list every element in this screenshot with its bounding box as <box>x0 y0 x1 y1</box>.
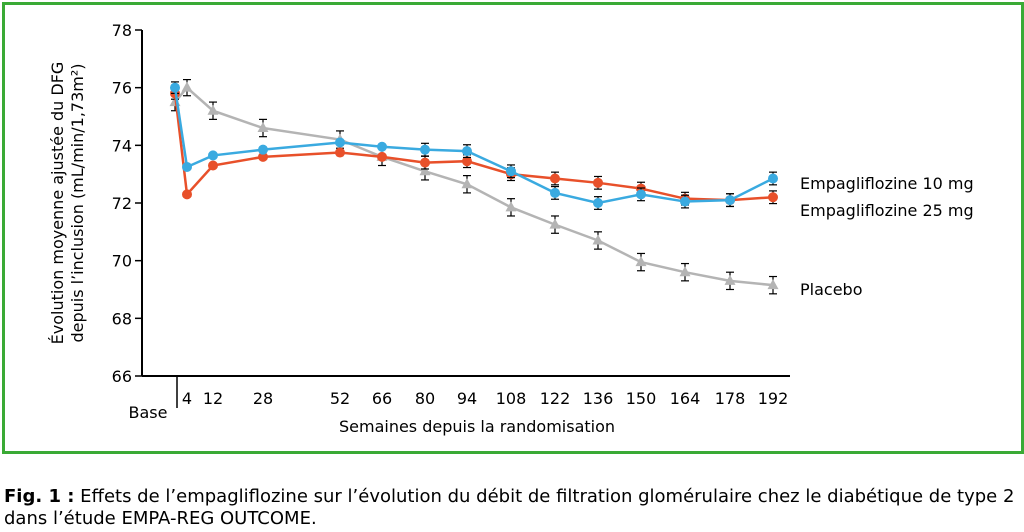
caption-line-1: Fig. 1 : Effets de l’empagliflozine sur … <box>4 486 1024 508</box>
data-point <box>377 141 387 152</box>
x-ticks: 4 12 28 52 66 80 94 108 122 136 150 164 178 192 <box>182 389 788 408</box>
data-point <box>335 137 345 148</box>
efgr-line-chart: 66 68 70 72 74 76 78 4 12 28 52 66 80 94 108 122 136 150… <box>48 21 974 436</box>
data-point <box>506 166 516 177</box>
data-point <box>549 218 561 229</box>
x-tick-label: 28 <box>253 389 273 408</box>
data-point <box>170 82 180 93</box>
y-tick-label: 66 <box>112 367 132 386</box>
data-point <box>680 196 690 207</box>
x-tick-label: 66 <box>372 389 392 408</box>
data-point <box>335 147 345 158</box>
data-point <box>550 173 560 184</box>
x-tick-label: 94 <box>457 389 477 408</box>
data-point <box>182 161 192 172</box>
data-point <box>420 157 430 168</box>
x-tick-label: 52 <box>330 389 350 408</box>
y-axis-label-line1: Évolution moyenne ajustée du DFG <box>48 62 67 345</box>
data-point <box>257 122 269 133</box>
data-point <box>181 81 193 92</box>
data-point <box>208 150 218 161</box>
y-axis-label: Évolution moyenne ajustée du DFG depuis … <box>48 62 87 345</box>
data-point <box>592 234 604 245</box>
x-tick-label: 192 <box>758 389 789 408</box>
figure-caption: Fig. 1 : Effets de l’empagliflozine sur … <box>4 486 1024 530</box>
data-point <box>635 256 647 267</box>
data-point <box>419 165 431 176</box>
figure-frame <box>2 2 1024 454</box>
caption-line-2: dans l’étude EMPA-REG OUTCOME. <box>4 508 317 529</box>
data-point <box>462 156 472 167</box>
data-point <box>207 104 219 115</box>
y-axis-label-line2: depuis l’inclusion (mL/min/1,73m²) <box>68 63 87 342</box>
y-ticks: 66 68 70 72 74 76 78 <box>112 21 142 386</box>
data-point <box>462 146 472 157</box>
y-tick-label: 76 <box>112 79 132 98</box>
data-point <box>377 151 387 162</box>
x-tick-label: 178 <box>715 389 746 408</box>
series-label: Placebo <box>800 280 862 299</box>
x-tick-label: 12 <box>203 389 223 408</box>
data-point <box>550 187 560 198</box>
data-point <box>258 151 268 162</box>
data-point <box>768 173 778 184</box>
data-point <box>208 160 218 171</box>
x-tick-label: 136 <box>583 389 614 408</box>
data-point <box>182 189 192 200</box>
series-line <box>174 85 774 287</box>
x-tick-label: 122 <box>540 389 571 408</box>
data-point <box>724 274 736 285</box>
series-labels: Empagliflozine 10 mg Empagliflozine 25 mg… <box>800 174 974 299</box>
y-tick-label: 70 <box>112 252 132 271</box>
data-point <box>593 198 603 208</box>
series-label: Empagliflozine 25 mg <box>800 201 974 220</box>
y-tick-label: 74 <box>112 136 132 155</box>
series-placebo <box>169 78 779 295</box>
x-axis-label: Semaines depuis la randomisation <box>339 417 615 436</box>
data-point <box>679 266 691 277</box>
y-tick-label: 68 <box>112 309 132 328</box>
series-layer <box>169 78 779 295</box>
x-tick-label: 164 <box>670 389 701 408</box>
x-tick-label: 150 <box>626 389 657 408</box>
x-tick-label: 108 <box>496 389 527 408</box>
data-point <box>725 195 735 206</box>
data-point <box>258 144 268 155</box>
data-point <box>461 178 473 189</box>
y-tick-label: 72 <box>112 194 132 213</box>
caption-text-1: Effets de l’empagliflozine sur l’évoluti… <box>74 486 1015 507</box>
data-point <box>505 201 517 212</box>
series-empa10 <box>170 81 778 210</box>
data-point <box>768 192 778 203</box>
series-label: Empagliflozine 10 mg <box>800 174 974 193</box>
data-point <box>636 189 646 200</box>
x-tick-label: 80 <box>415 389 435 408</box>
chart-axes <box>141 30 790 408</box>
data-point <box>767 279 779 290</box>
caption-label: Fig. 1 : <box>4 486 75 507</box>
base-label: Base <box>129 403 168 422</box>
data-point <box>420 144 430 155</box>
y-tick-label: 78 <box>112 21 132 40</box>
data-point <box>593 177 603 188</box>
x-tick-label: 4 <box>182 389 192 408</box>
